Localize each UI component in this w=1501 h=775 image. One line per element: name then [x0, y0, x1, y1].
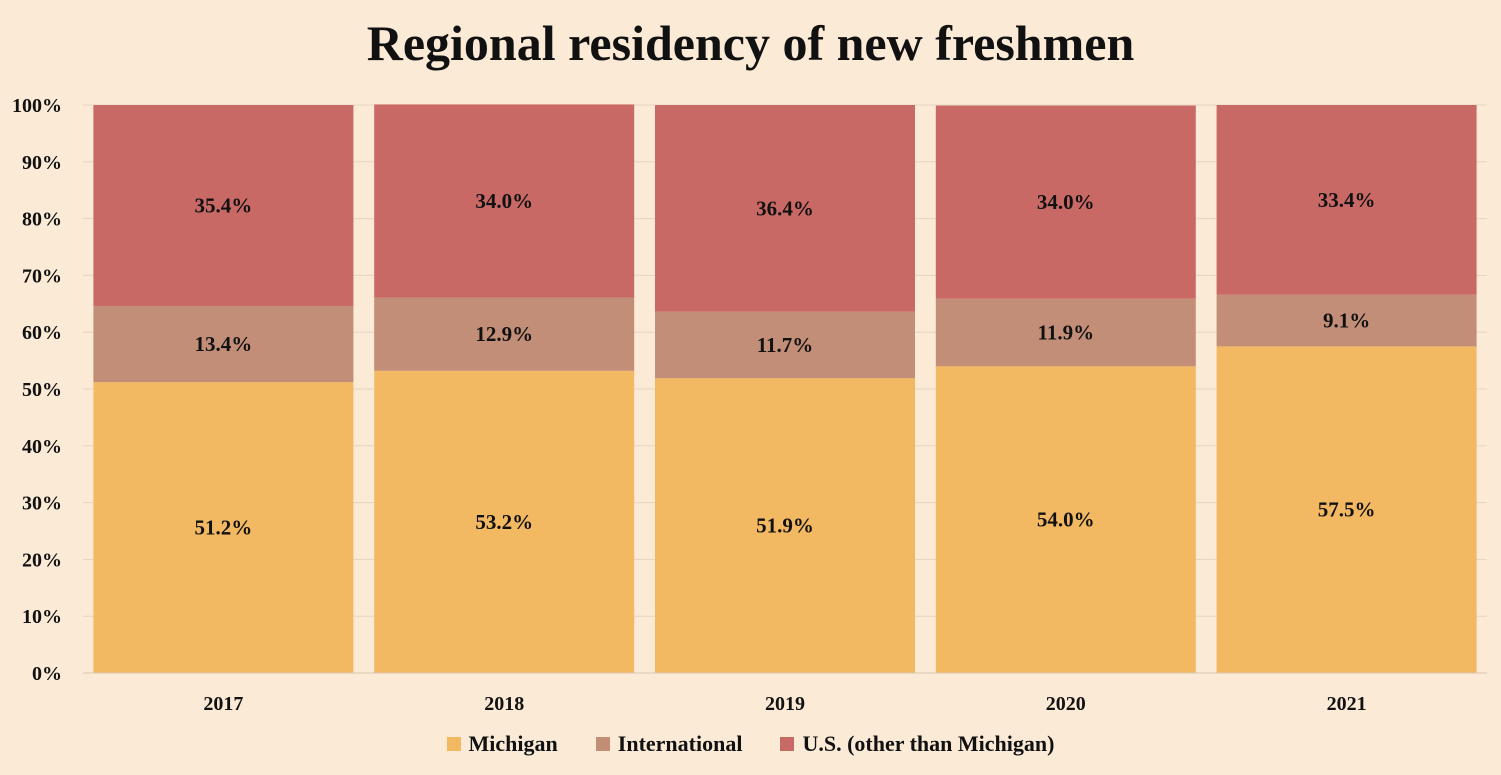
bar-segment-u-s-other-than-michigan: [93, 105, 354, 307]
y-tick-label: 0%: [32, 663, 62, 685]
x-tick-label: 2020: [1046, 693, 1086, 715]
x-tick-label: 2017: [203, 693, 243, 715]
data-label: 13.4%: [195, 332, 253, 356]
data-label: 12.9%: [475, 322, 533, 346]
legend: Michigan International U.S. (other than …: [0, 731, 1501, 757]
bar-segment-u-s-other-than-michigan: [374, 104, 635, 298]
bar-segment-michigan: [655, 378, 915, 673]
bar-segment-michigan: [1216, 346, 1477, 673]
legend-item-us-other: U.S. (other than Michigan): [780, 731, 1054, 757]
data-label: 53.2%: [475, 510, 533, 534]
bar-segment-michigan: [93, 382, 354, 673]
bar-segment-international: [655, 311, 915, 379]
y-tick-label: 20%: [22, 549, 62, 571]
bar-segment-international: [1216, 294, 1477, 347]
data-label: 11.7%: [757, 333, 814, 357]
y-tick-label: 50%: [22, 379, 62, 401]
legend-label-michigan: Michigan: [468, 731, 558, 756]
y-tick-label: 10%: [22, 606, 62, 628]
data-label: 36.4%: [756, 196, 814, 220]
data-label: 54.0%: [1037, 508, 1095, 532]
bar-segment-michigan: [374, 370, 635, 673]
chart-title: Regional residency of new freshmen: [366, 15, 1135, 71]
data-label: 35.4%: [195, 194, 253, 218]
bar-segment-u-s-other-than-michigan: [655, 105, 915, 312]
data-label: 57.5%: [1318, 498, 1376, 522]
data-label: 9.1%: [1323, 309, 1370, 333]
legend-label-international: International: [617, 731, 743, 756]
data-label: 51.9%: [756, 514, 814, 538]
bar-segment-u-s-other-than-michigan: [1216, 105, 1477, 295]
bar-segment-michigan: [935, 366, 1196, 673]
data-label: 34.0%: [475, 189, 533, 213]
x-tick-label: 2021: [1327, 693, 1367, 715]
y-tick-label: 80%: [22, 209, 62, 231]
y-tick-label: 40%: [22, 436, 62, 458]
legend-swatch-michigan: [446, 737, 461, 751]
data-label: 51.2%: [195, 516, 253, 540]
legend-label-us-other: U.S. (other than Michigan): [802, 731, 1055, 756]
bar-segment-international: [935, 298, 1196, 367]
x-tick-label: 2019: [765, 693, 805, 715]
legend-swatch-us-other: [780, 737, 795, 751]
legend-item-international: International: [595, 731, 743, 757]
bar-segment-international: [374, 297, 635, 371]
data-label: 34.0%: [1037, 190, 1095, 214]
y-tick-label: 90%: [22, 152, 62, 174]
y-tick-label: 30%: [22, 493, 62, 515]
data-label: 11.9%: [1038, 320, 1095, 344]
bar-segment-international: [93, 306, 354, 383]
y-tick-label: 100%: [12, 95, 62, 117]
bar-segment-u-s-other-than-michigan: [935, 105, 1196, 299]
y-tick-label: 70%: [22, 265, 62, 287]
legend-swatch-international: [595, 737, 610, 751]
data-label: 33.4%: [1318, 188, 1376, 212]
y-tick-label: 60%: [22, 322, 62, 344]
legend-item-michigan: Michigan: [446, 731, 558, 757]
x-tick-label: 2018: [484, 693, 524, 715]
